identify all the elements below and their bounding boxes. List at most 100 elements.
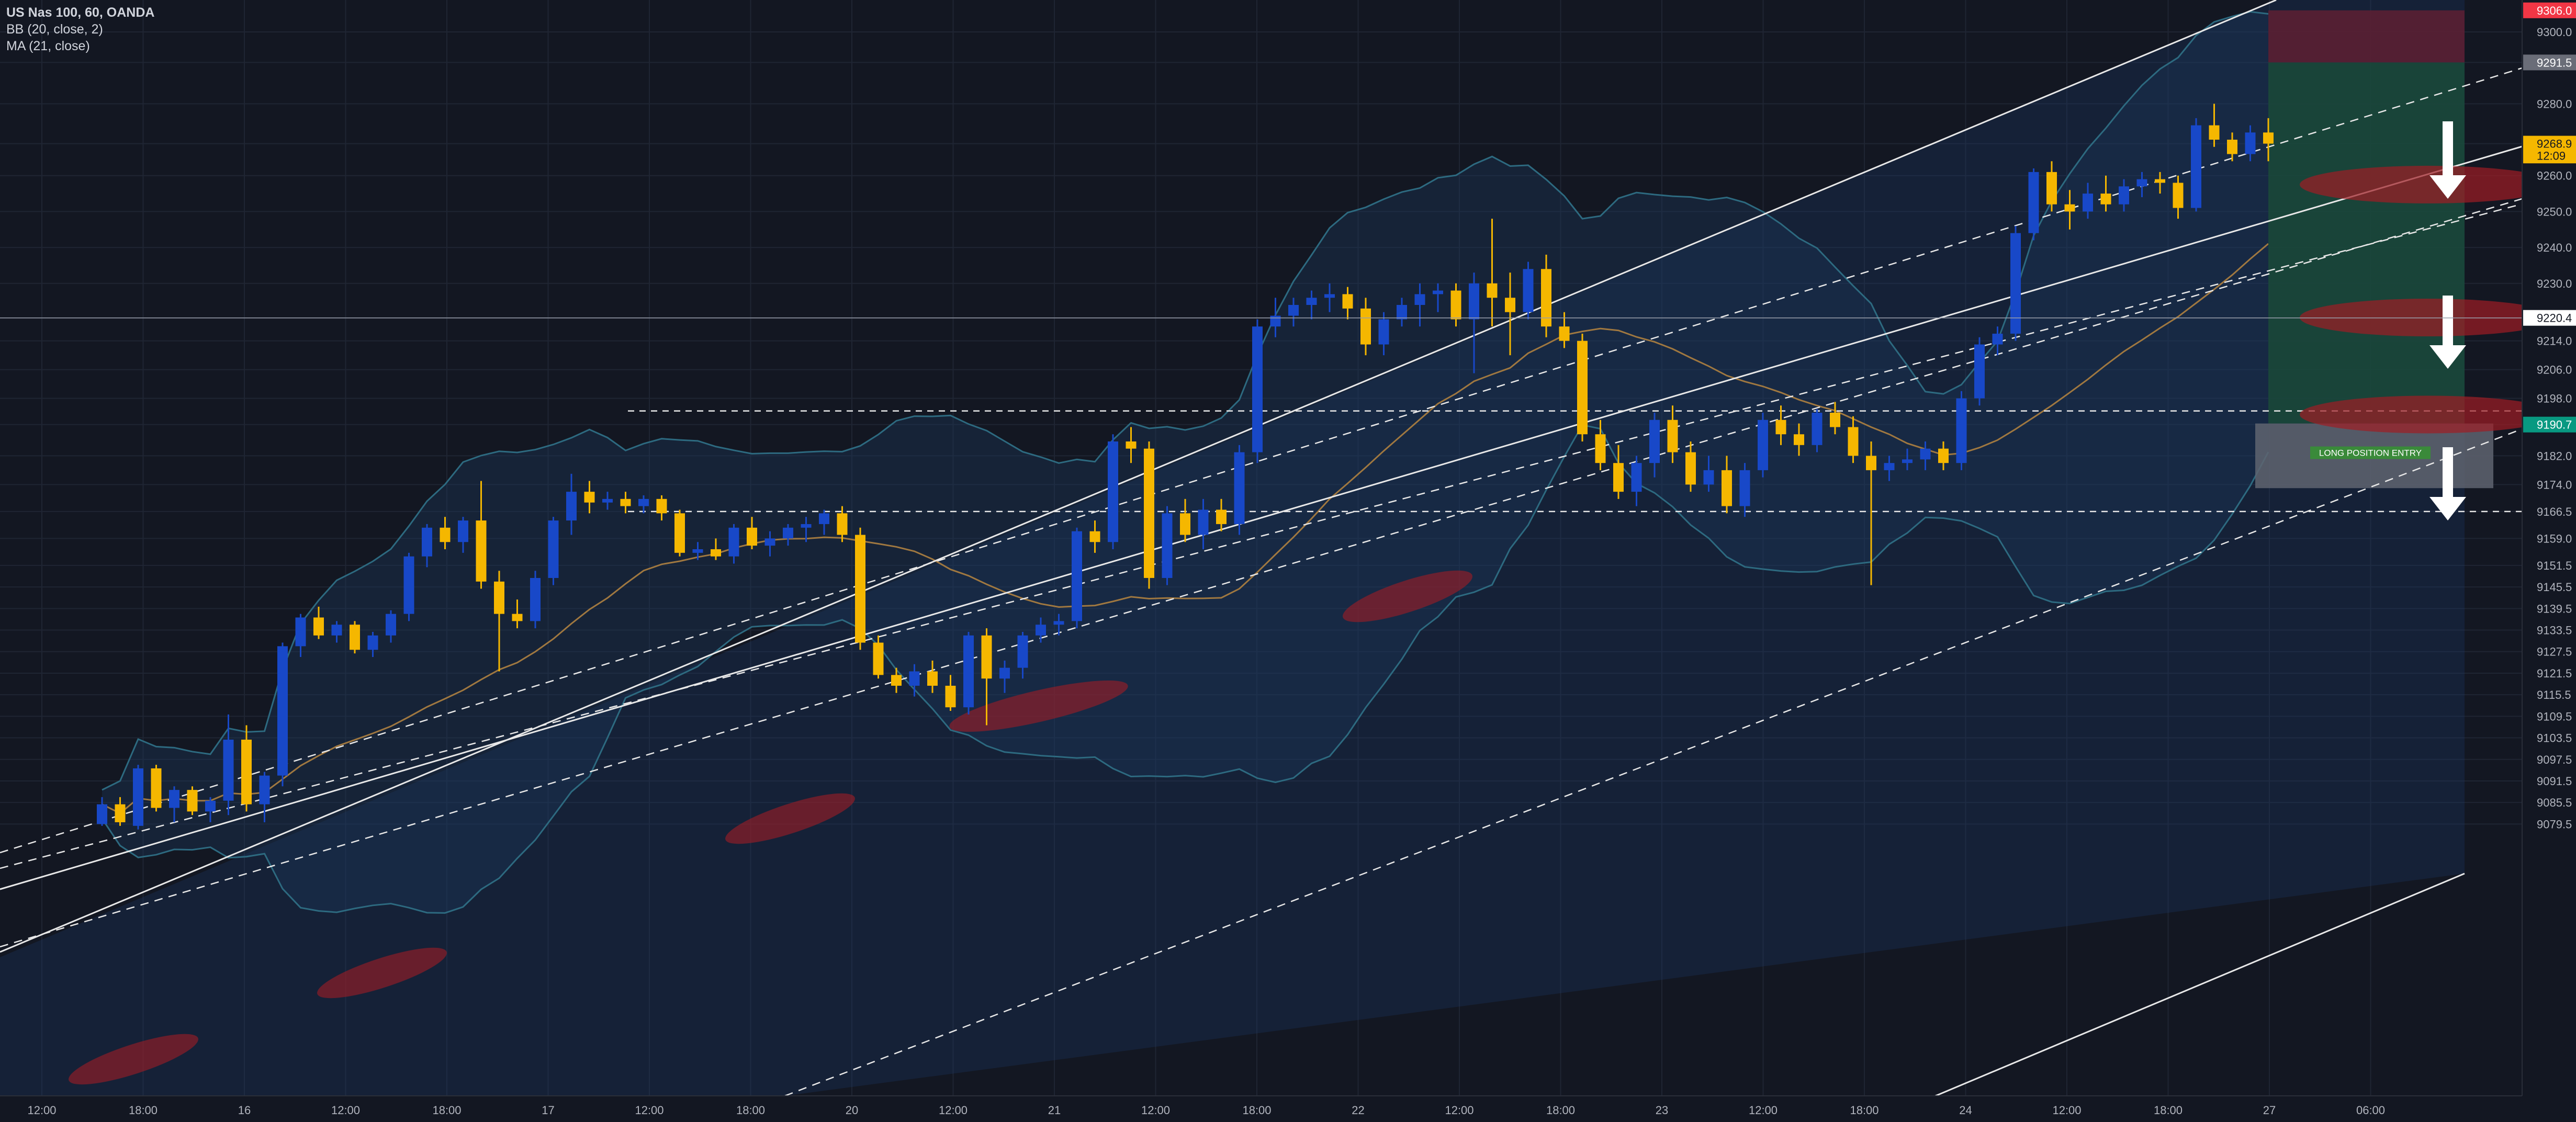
candle[interactable] [476,520,487,582]
candle[interactable] [548,520,559,578]
candle[interactable] [1559,326,1570,341]
candle[interactable] [711,549,721,557]
candle[interactable] [1234,452,1245,524]
candle[interactable] [1920,448,1931,460]
candle[interactable] [2119,186,2129,205]
candle[interactable] [837,513,848,535]
candle[interactable] [1667,420,1678,452]
price-badge-crosshair[interactable] [2523,310,2576,326]
candle[interactable] [350,625,360,650]
candle[interactable] [1108,441,1118,542]
candle[interactable] [602,498,613,503]
candle[interactable] [494,581,504,614]
candle[interactable] [819,513,829,524]
candle[interactable] [1577,341,1588,435]
candle[interactable] [1252,326,1263,452]
support-highlight-ellipse[interactable] [1338,560,1477,632]
candle[interactable] [692,549,703,553]
candle[interactable] [1866,456,1876,470]
candle[interactable] [1487,283,1498,298]
candle[interactable] [530,577,541,621]
candle[interactable] [512,614,523,621]
candle[interactable] [169,790,179,808]
candle[interactable] [2191,125,2201,208]
candle[interactable] [1992,333,2003,345]
candle[interactable] [927,671,938,686]
candle[interactable] [783,527,793,539]
candle[interactable] [1162,513,1173,578]
candle[interactable] [1324,294,1335,298]
candle[interactable] [259,775,270,804]
candle[interactable] [1306,298,1317,305]
candle[interactable] [458,520,468,542]
candle[interactable] [205,800,216,812]
candle[interactable] [945,685,956,708]
candle[interactable] [241,739,252,804]
take-profit-zone[interactable] [2268,62,2465,424]
support-highlight-ellipse[interactable] [721,784,860,854]
candle[interactable] [223,739,234,801]
candle[interactable] [2010,233,2021,334]
candle[interactable] [638,498,649,506]
candle[interactable] [1414,294,1425,305]
channel-line[interactable] [0,145,2523,890]
candle[interactable] [1288,304,1299,316]
candle[interactable] [1505,298,1515,312]
candle[interactable] [2173,183,2184,208]
candle[interactable] [386,614,396,636]
candle[interactable] [1270,315,1281,327]
candle[interactable] [277,646,288,776]
target-ellipse[interactable] [2300,395,2556,434]
candle[interactable] [2100,194,2111,205]
channel-line-dashed[interactable] [784,428,2523,1097]
candle[interactable] [1180,513,1190,535]
candle[interactable] [728,527,739,557]
candle[interactable] [674,513,685,553]
candle[interactable] [1017,635,1028,668]
candle[interactable] [1613,463,1624,492]
candle[interactable] [764,538,775,546]
candle[interactable] [1198,509,1209,535]
candle[interactable] [801,524,812,528]
candle[interactable] [1036,625,1046,636]
price-axis[interactable] [2522,0,2576,1122]
candle[interactable] [1739,470,1750,506]
candle[interactable] [855,535,865,643]
candle[interactable] [891,675,902,686]
candle[interactable] [584,492,595,503]
candle[interactable] [1072,531,1082,621]
candle[interactable] [440,527,451,542]
candle[interactable] [1089,531,1100,542]
candle[interactable] [1595,434,1606,463]
ma-indicator-label[interactable]: MA (21, close) [6,39,90,53]
bollinger-lower-band[interactable] [101,424,2269,914]
candle[interactable] [2245,132,2256,154]
stop-loss-zone[interactable] [2268,10,2465,63]
candle[interactable] [1703,470,1714,485]
candle[interactable] [2209,125,2220,140]
candle[interactable] [367,635,378,650]
candle[interactable] [422,527,432,557]
candle[interactable] [187,790,198,812]
candle[interactable] [963,635,974,708]
candle[interactable] [115,804,126,822]
candle[interactable] [1812,413,1823,445]
candle[interactable] [2155,179,2165,183]
candle[interactable] [1216,509,1227,524]
channel-line-dashed[interactable] [0,203,2523,869]
candle[interactable] [2028,172,2039,233]
candle[interactable] [1794,434,1804,445]
candle[interactable] [1523,269,1534,312]
time-axis[interactable] [0,1096,2522,1122]
price-badge-level[interactable] [2523,54,2576,71]
candle[interactable] [909,671,920,686]
candle[interactable] [2064,204,2075,212]
candle[interactable] [656,498,667,514]
candle[interactable] [151,768,162,808]
support-highlight-ellipse[interactable] [64,1024,203,1094]
candle[interactable] [331,625,342,636]
candle[interactable] [2227,140,2237,154]
candle[interactable] [313,617,324,636]
candle[interactable] [2083,194,2093,212]
